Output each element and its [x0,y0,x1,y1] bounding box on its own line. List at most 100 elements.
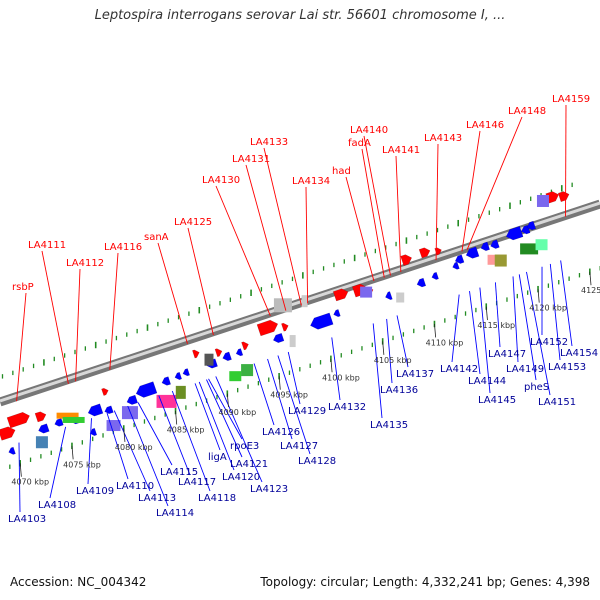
gene-label-bottom: LA4117 [178,477,216,488]
gene-label-bottom: LA4118 [198,493,236,504]
gene-label-bottom: LA4115 [160,467,198,478]
gene-arrow [452,261,460,270]
gene-arrow [101,387,109,396]
gene-arrow [465,246,480,259]
gene-label-bottom: LA4120 [222,472,260,483]
gene-arrow [400,254,413,267]
gene-label-bottom: LA4103 [8,514,46,525]
gene-box [156,394,177,408]
tick-label: 4095 kbp [270,391,308,400]
gene-arrow [256,319,279,337]
gene-arrow [333,309,341,318]
gene-label-bottom: LA4145 [478,395,516,406]
gene-arrow [174,371,183,380]
gene-arrow [87,403,104,417]
label-leader [245,164,287,311]
label-leader [198,381,235,471]
label-leader [16,292,27,402]
gene-arrow [161,376,172,386]
gene-arrow [241,341,249,351]
gene-arrow [89,427,98,436]
gene-label-top: had [332,166,351,177]
label-leader [363,135,391,276]
gene-label-bottom: LA4137 [396,369,434,380]
tick-leader [226,393,229,408]
gene-box [35,436,48,449]
label-leader [263,147,302,306]
gene-arrow [310,312,334,330]
gene-arrow [104,405,114,415]
gene-label-top: LA4146 [466,120,504,131]
label-leader [386,318,393,384]
gene-label-bottom: LA4132 [328,402,366,413]
gene-label-top: LA4133 [250,137,288,148]
map-title: Leptospira interrogans serovar Lai str. … [94,8,506,23]
gene-label-bottom: LA4147 [488,349,526,360]
gene-arrow [126,394,139,405]
gene-box [289,335,296,348]
gene-label-bottom: LA4136 [380,385,418,396]
gene-arrow [416,277,427,288]
label-leader [127,405,169,507]
label-leader [287,351,301,405]
tick-label: 4115 kbp [477,321,515,330]
gene-label-bottom: LA4110 [116,481,154,492]
gene-arrow [526,220,537,231]
tick-leader [123,428,126,442]
tick-leader [589,271,592,286]
gene-label-bottom: LA4126 [262,427,300,438]
label-leader [435,143,439,261]
gene-arrow [431,271,439,280]
label-leader [518,274,537,381]
gene-box [62,416,85,423]
label-leader [345,176,375,282]
gene-label-bottom: LA4108 [38,500,76,511]
label-leader [331,337,341,401]
tick-label: 4080 kbp [115,443,153,452]
gene-label-top: LA4159 [552,94,590,105]
accession-text: Accession: NC_004342 [10,575,147,589]
gene-arrow [490,239,500,249]
tick-leader [485,306,488,321]
tick-label: 4100 kbp [322,373,360,382]
tick-leader [434,323,437,338]
gene-arrow [54,418,64,427]
gene-arrow [182,368,191,377]
gene-label-bottom: LA4152 [530,337,568,348]
tick-leader [175,410,178,425]
label-leader [451,294,460,363]
label-leader [206,379,243,458]
gene-arrow [0,426,16,441]
gene-arrow [557,191,570,203]
label-leader [253,363,275,426]
label-leader [18,442,21,513]
gene-box [273,298,292,313]
label-leader [215,185,271,317]
tick-leader [19,463,22,477]
gene-label-bottom: LA4149 [506,364,544,375]
label-leader [113,410,151,492]
gene-label-bottom: LA4121 [230,459,268,470]
gene-box [241,364,254,377]
gene-label-bottom: LA4144 [468,376,506,387]
label-leader [466,116,523,250]
label-leader [512,276,519,363]
gene-label-bottom: LA4109 [76,486,114,497]
gene-label-bottom: rpoE3 [230,441,259,452]
gene-arrow [235,348,244,357]
gene-label-bottom: LA4151 [538,397,576,408]
gene-arrow [222,351,232,362]
gene-label-bottom: LA4135 [370,420,408,431]
tick-leader [278,376,281,390]
label-leader [549,263,561,361]
gene-label-bottom: LA4153 [548,362,586,373]
gene-box [487,254,500,265]
gene-label-top: fadA [348,138,371,149]
label-leader [267,358,293,440]
gene-label-top: LA4131 [232,154,270,165]
gene-label-top: LA4125 [174,217,212,228]
gene-arrow [418,247,431,259]
gene-label-top: LA4130 [202,175,240,186]
gene-box [360,286,373,298]
